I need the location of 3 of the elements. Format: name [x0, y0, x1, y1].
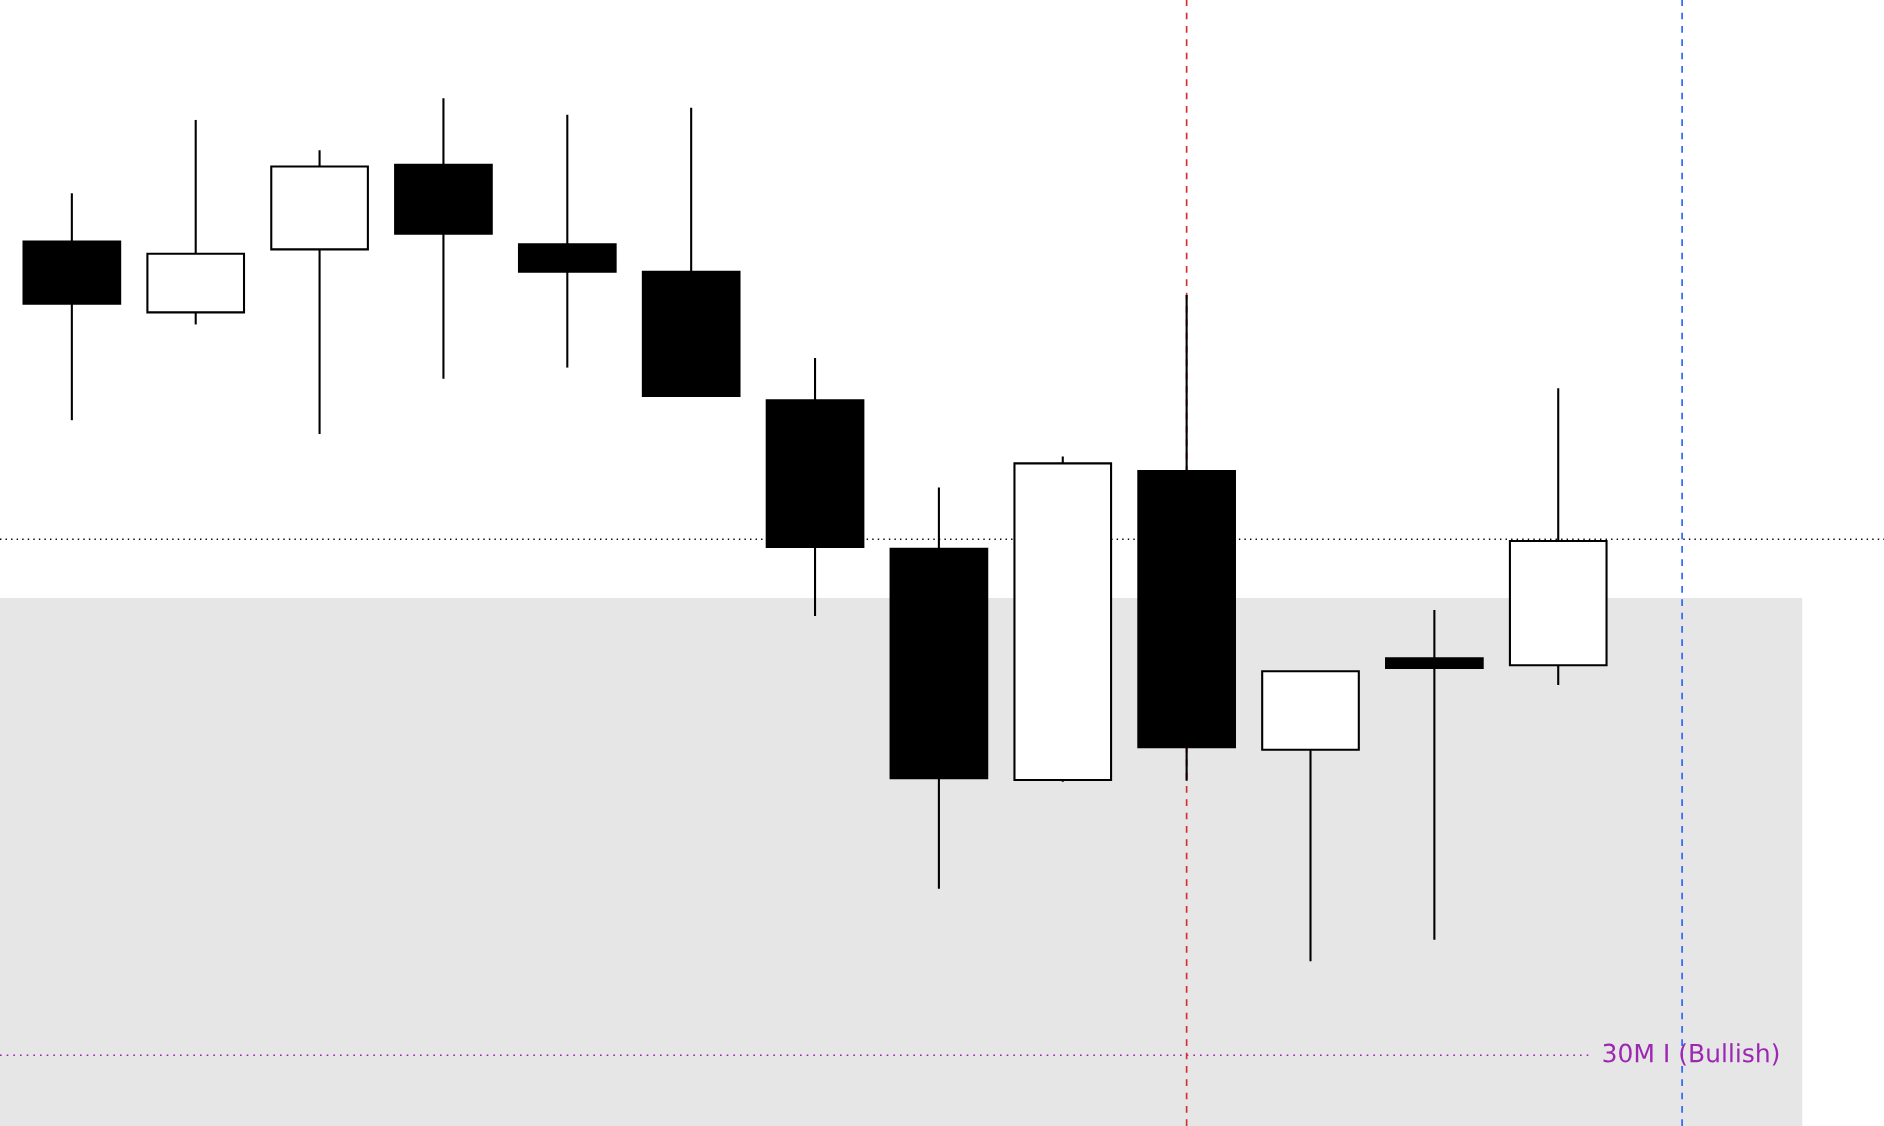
ref-line-label: 30M I (Bullish) [1603, 1043, 1779, 1066]
candlestick [517, 113, 617, 369]
candlestick [1385, 608, 1484, 941]
